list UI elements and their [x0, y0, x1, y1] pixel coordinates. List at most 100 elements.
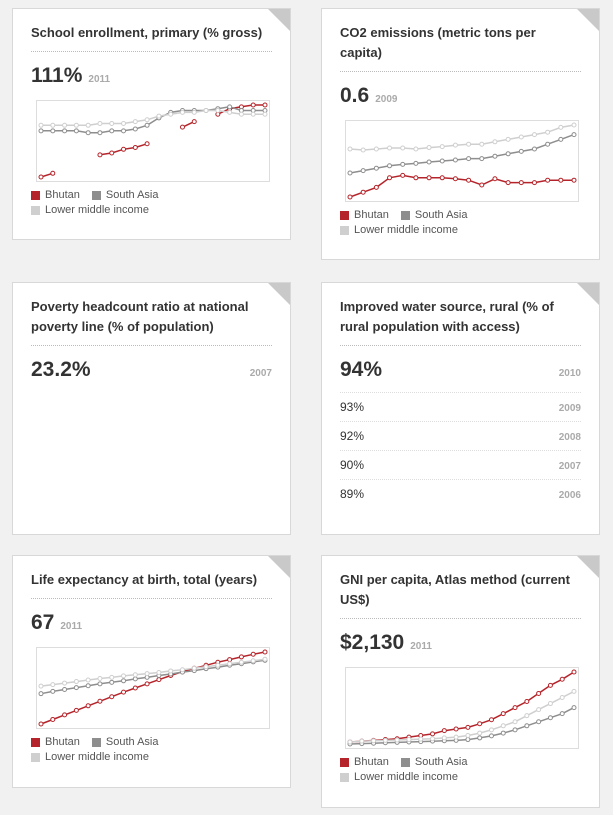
data-point: [62, 680, 68, 686]
data-point: [347, 170, 353, 176]
data-point: [250, 111, 256, 117]
data-point: [85, 703, 91, 709]
data-point: [179, 667, 185, 673]
indicator-card[interactable]: GNI per capita, Atlas method (current US…: [321, 555, 600, 808]
data-point: [179, 109, 185, 115]
data-point: [426, 175, 432, 181]
data-point: [262, 649, 268, 655]
data-point: [121, 128, 127, 134]
value-row: 94% 2010: [340, 358, 581, 392]
series-line: [349, 671, 575, 743]
data-point: [571, 122, 577, 128]
data-point: [121, 146, 127, 152]
data-point: [430, 731, 436, 737]
data-point: [571, 177, 577, 183]
data-point: [168, 668, 174, 674]
data-point: [360, 189, 366, 195]
latest-value: 23.2%: [31, 358, 91, 381]
legend-swatch: [340, 226, 349, 235]
data-point: [262, 102, 268, 108]
data-point: [50, 682, 56, 688]
sparkline: [36, 100, 270, 182]
data-point: [227, 104, 233, 110]
data-point: [373, 165, 379, 171]
data-point: [109, 674, 115, 680]
data-point: [144, 671, 150, 677]
indicator-card[interactable]: Improved water source, rural (% of rural…: [321, 282, 600, 535]
data-point: [430, 736, 436, 742]
data-point: [97, 130, 103, 136]
data-point: [492, 176, 498, 182]
history-row: 92% 2008: [340, 421, 581, 450]
data-point: [387, 175, 393, 181]
value-row: 111% 2011: [31, 64, 272, 88]
data-point: [250, 651, 256, 657]
legend-item: South Asia: [400, 208, 467, 223]
legend-label: Lower middle income: [354, 224, 458, 236]
indicator-card[interactable]: School enrollment, primary (% gross) 111%…: [12, 8, 291, 240]
series-line: [349, 690, 575, 743]
value-row: 67 2011: [31, 611, 272, 635]
data-point: [85, 130, 91, 136]
data-point: [109, 679, 115, 685]
data-point: [571, 132, 577, 138]
data-point: [558, 124, 564, 130]
data-point: [413, 146, 419, 152]
data-point: [547, 701, 553, 707]
data-point: [453, 734, 459, 740]
data-point: [439, 144, 445, 150]
legend-item: Lower middle income: [340, 770, 458, 785]
data-point: [500, 723, 506, 729]
data-point: [518, 134, 524, 140]
indicator-card[interactable]: CO2 emissions (metric tons per capita) 0.…: [321, 8, 600, 260]
data-point: [73, 685, 79, 691]
data-point: [132, 685, 138, 691]
latest-value: $2,130: [340, 631, 405, 654]
series-line: [40, 104, 265, 178]
data-point: [50, 716, 56, 722]
latest-year: 2010: [558, 368, 581, 379]
data-point: [347, 146, 353, 152]
indicator-card[interactable]: Poverty headcount ratio at national pove…: [12, 282, 291, 535]
data-point: [394, 737, 400, 743]
data-point: [547, 715, 553, 721]
data-point: [518, 148, 524, 154]
legend-swatch: [340, 211, 349, 220]
data-point: [50, 170, 56, 176]
indicator-card[interactable]: Life expectancy at birth, total (years) 6…: [12, 555, 291, 788]
data-point: [465, 733, 471, 739]
data-point: [262, 656, 268, 662]
legend-label: Bhutan: [354, 756, 389, 768]
data-point: [536, 690, 542, 696]
legend-swatch: [31, 753, 40, 762]
data-point: [62, 687, 68, 693]
data-point: [413, 175, 419, 181]
card-title: CO2 emissions (metric tons per capita): [340, 23, 581, 72]
legend-swatch: [400, 758, 410, 767]
data-point: [62, 128, 68, 134]
data-point: [191, 109, 197, 115]
latest-year: 2011: [410, 641, 432, 652]
data-point: [38, 683, 44, 689]
data-point: [238, 659, 244, 665]
data-point: [85, 683, 91, 689]
data-point: [109, 128, 115, 134]
data-point: [531, 132, 537, 138]
data-point: [500, 711, 506, 717]
data-point: [73, 679, 79, 685]
legend-item: South Asia: [400, 755, 467, 770]
sparkline: [345, 120, 579, 202]
data-point: [512, 727, 518, 733]
data-point: [413, 160, 419, 166]
legend-label: Bhutan: [354, 209, 389, 221]
data-point: [465, 737, 471, 743]
latest-value: 94%: [340, 358, 383, 381]
data-point: [38, 721, 44, 727]
data-point: [382, 737, 388, 743]
data-point: [132, 144, 138, 150]
history-year: 2008: [558, 432, 581, 443]
data-point: [571, 669, 577, 675]
data-point: [73, 122, 79, 128]
data-point: [488, 717, 494, 723]
legend-swatch: [31, 191, 40, 200]
